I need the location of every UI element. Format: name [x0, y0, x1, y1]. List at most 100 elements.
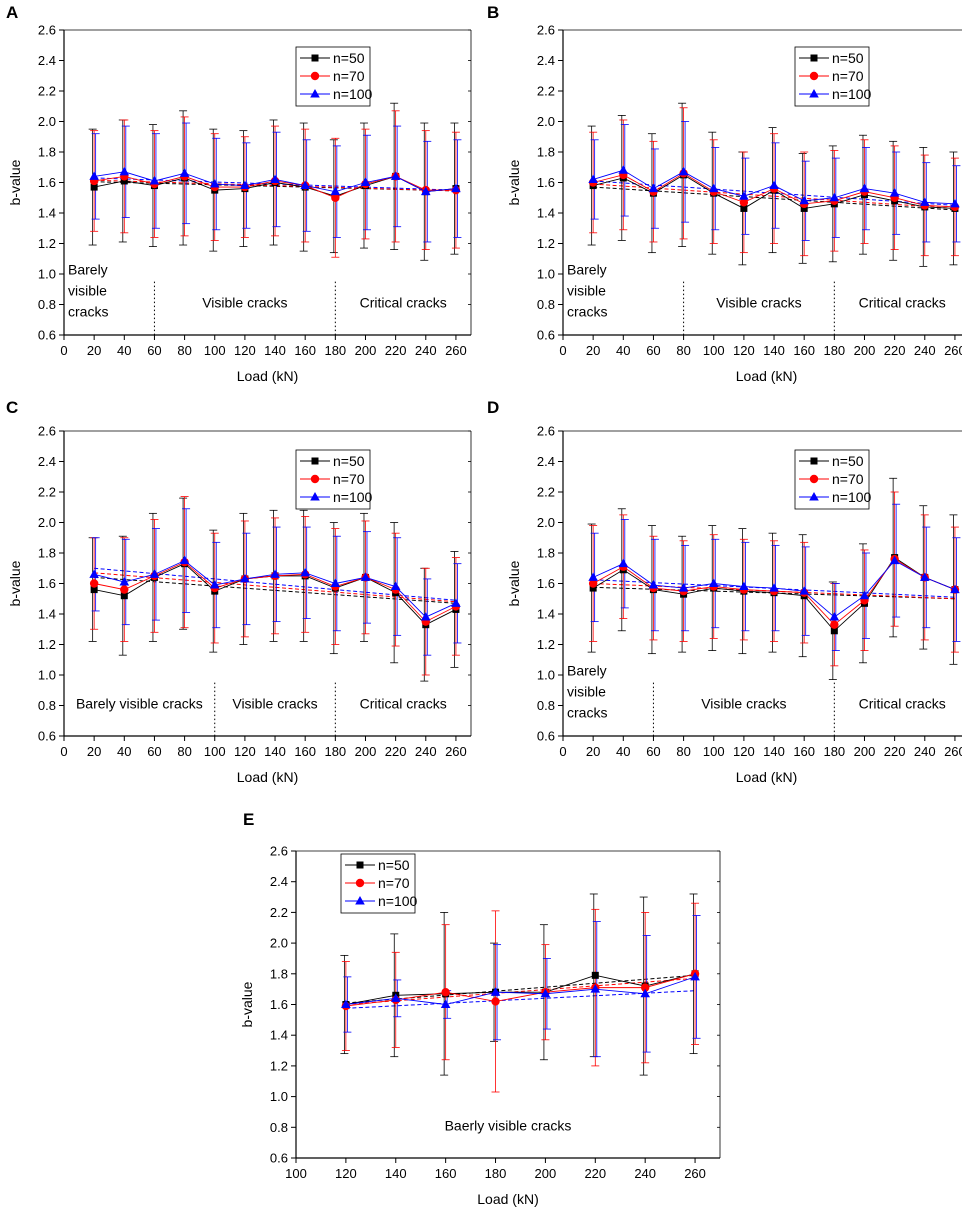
- y-tick-label: 2.4: [38, 454, 56, 469]
- x-axis-title: Load (kN): [736, 769, 797, 785]
- region-label-line: cracks: [68, 303, 108, 319]
- y-tick-label: 1.4: [537, 607, 555, 622]
- y-tick-label: 1.6: [38, 175, 56, 190]
- y-tick-label: 1.2: [270, 1058, 288, 1073]
- region-label: Visible cracks: [701, 696, 786, 712]
- y-tick-label: 2.2: [38, 485, 56, 500]
- x-tick-label: 0: [559, 343, 566, 358]
- x-tick-label: 180: [324, 343, 346, 358]
- x-tick-label: 20: [586, 343, 600, 358]
- marker-triangle: [809, 492, 819, 501]
- legend-box: [794, 46, 870, 107]
- x-tick-label: 120: [234, 343, 256, 358]
- legend-entry: n=100: [333, 489, 373, 505]
- region-label-line: Barely visible cracks: [76, 696, 203, 712]
- marker-square: [810, 54, 818, 62]
- marker-triangle: [588, 572, 598, 581]
- y-tick-label: 1.6: [537, 175, 555, 190]
- x-tick-label: 260: [445, 343, 467, 358]
- marker-triangle: [540, 988, 551, 998]
- x-tick-label: 80: [177, 343, 191, 358]
- marker-triangle: [270, 174, 280, 183]
- marker-triangle: [149, 569, 160, 578]
- marker-triangle: [769, 583, 779, 592]
- y-tick-label: 2.0: [537, 515, 555, 530]
- series-line: [345, 973, 696, 1007]
- x-tick-label: 140: [264, 744, 286, 759]
- marker-triangle: [678, 166, 689, 176]
- legend-entry: n=70: [832, 68, 864, 84]
- region-label-line: visible: [567, 683, 606, 699]
- marker-triangle: [360, 177, 371, 186]
- x-tick-label: 200: [854, 744, 876, 759]
- y-tick-label: 1.0: [38, 668, 56, 683]
- x-tick-label: 60: [646, 343, 660, 358]
- marker-triangle: [919, 197, 930, 206]
- x-tick-label: 0: [60, 343, 67, 358]
- marker-triangle: [690, 971, 700, 981]
- x-tick-label: 20: [87, 744, 101, 759]
- x-tick-label: 160: [294, 343, 316, 358]
- region-label-line: Barely: [567, 662, 607, 678]
- region-label-line: Barely: [567, 261, 607, 277]
- marker-square: [740, 204, 748, 212]
- x-tick-label: 220: [385, 744, 407, 759]
- series-n=100: [341, 971, 700, 1008]
- x-tick-label: 220: [884, 744, 906, 759]
- x-tick-label: 60: [147, 744, 161, 759]
- marker-square: [800, 204, 808, 212]
- x-tick-label: 220: [385, 343, 407, 358]
- x-tick-label: 220: [884, 343, 906, 358]
- marker-triangle: [799, 195, 809, 205]
- region-label: Critical cracks: [859, 696, 946, 712]
- marker-triangle: [739, 191, 749, 200]
- y-tick-label: 2.0: [38, 114, 56, 129]
- x-tick-label: 0: [60, 744, 67, 759]
- y-tick-label: 1.6: [270, 997, 288, 1012]
- region-label-line: Critical cracks: [859, 696, 946, 712]
- error-bars-n=100: [590, 503, 961, 651]
- panel-d: D 0.6 0.8 1.0 1.2 1.4 1.6 1.8 2.0 2.2 2.4 2.6 0 20 40 6…: [487, 398, 962, 785]
- x-tick-label: 140: [264, 343, 286, 358]
- x-tick-label: 160: [793, 744, 815, 759]
- legend-box: [340, 853, 416, 914]
- x-tick-label: 140: [763, 343, 785, 358]
- legend-box: [295, 449, 371, 510]
- y-tick-label: 0.6: [537, 729, 555, 744]
- marker-triangle: [588, 174, 598, 183]
- x-tick-label: 100: [703, 744, 725, 759]
- legend-entry: n=50: [333, 453, 365, 469]
- y-tick-label: 2.6: [270, 844, 288, 859]
- series-n=100: [588, 555, 960, 621]
- error-bars-n=50: [587, 477, 958, 680]
- marker-square: [356, 861, 364, 869]
- x-tick-label: 120: [733, 343, 755, 358]
- legend-entry: n=100: [333, 86, 373, 102]
- marker-triangle: [618, 165, 629, 174]
- panel-label: D: [487, 398, 499, 417]
- marker-circle: [739, 198, 749, 207]
- region-label-line: Critical cracks: [859, 295, 946, 311]
- y-axis-title: b-value: [7, 560, 23, 606]
- x-tick-label: 160: [435, 1166, 457, 1181]
- x-tick-label: 180: [485, 1166, 507, 1181]
- x-tick-label: 160: [793, 343, 815, 358]
- legend-box: [295, 46, 371, 107]
- marker-triangle: [119, 166, 130, 176]
- panel-label: B: [487, 3, 499, 22]
- marker-circle: [310, 71, 320, 81]
- y-tick-label: 2.2: [537, 84, 555, 99]
- legend: n=50 n=70 n=100: [340, 853, 418, 914]
- y-tick-label: 2.6: [38, 424, 56, 439]
- y-tick-label: 0.6: [38, 328, 56, 343]
- marker-triangle: [330, 186, 341, 196]
- legend-entry: n=70: [333, 68, 365, 84]
- marker-triangle: [420, 612, 431, 621]
- marker-circle: [89, 579, 99, 588]
- region-label-line: cracks: [567, 303, 607, 319]
- y-tick-label: 1.8: [537, 546, 555, 561]
- x-tick-label: 20: [586, 744, 600, 759]
- marker-triangle: [240, 180, 250, 190]
- panel-label: A: [6, 3, 18, 22]
